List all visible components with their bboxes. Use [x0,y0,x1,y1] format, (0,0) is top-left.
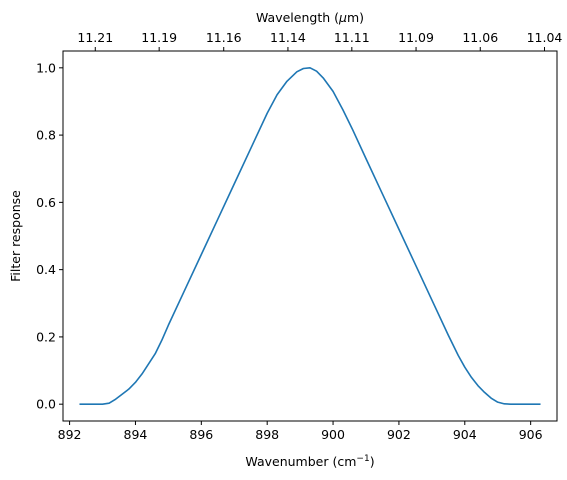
y-tick-label: 0.0 [36,397,56,412]
top-axis-label: Wavelength (μm) [256,10,364,25]
x-tick-label: 900 [321,427,345,442]
top-tick-label: 11.11 [334,30,370,45]
top-tick-label: 11.06 [462,30,498,45]
y-axis-label: Filter response [8,190,23,282]
y-tick-label: 0.4 [36,262,56,277]
plot-frame [62,50,558,422]
x-tick-label: 898 [255,427,279,442]
top-tick-label: 11.14 [270,30,306,45]
x-tick-label: 892 [58,427,82,442]
top-tick-label: 11.04 [527,30,563,45]
x-tick-label: 906 [519,427,543,442]
x-tick-label: 902 [387,427,411,442]
top-tick-label: 11.16 [206,30,242,45]
x-tick-label: 894 [124,427,148,442]
top-tick-label: 11.19 [141,30,177,45]
y-tick-label: 1.0 [36,60,56,75]
x-axis-label: Wavenumber (cm−1) [245,454,374,469]
y-tick-label: 0.6 [36,195,56,210]
y-tick-label: 0.8 [36,128,56,143]
series-line-0 [79,67,541,405]
x-tick-label: 904 [453,427,477,442]
x-tick-label: 896 [189,427,213,442]
top-tick-label: 11.09 [398,30,434,45]
top-tick-label: 11.21 [77,30,113,45]
plot-area [63,51,557,421]
y-tick-label: 0.2 [36,329,56,344]
